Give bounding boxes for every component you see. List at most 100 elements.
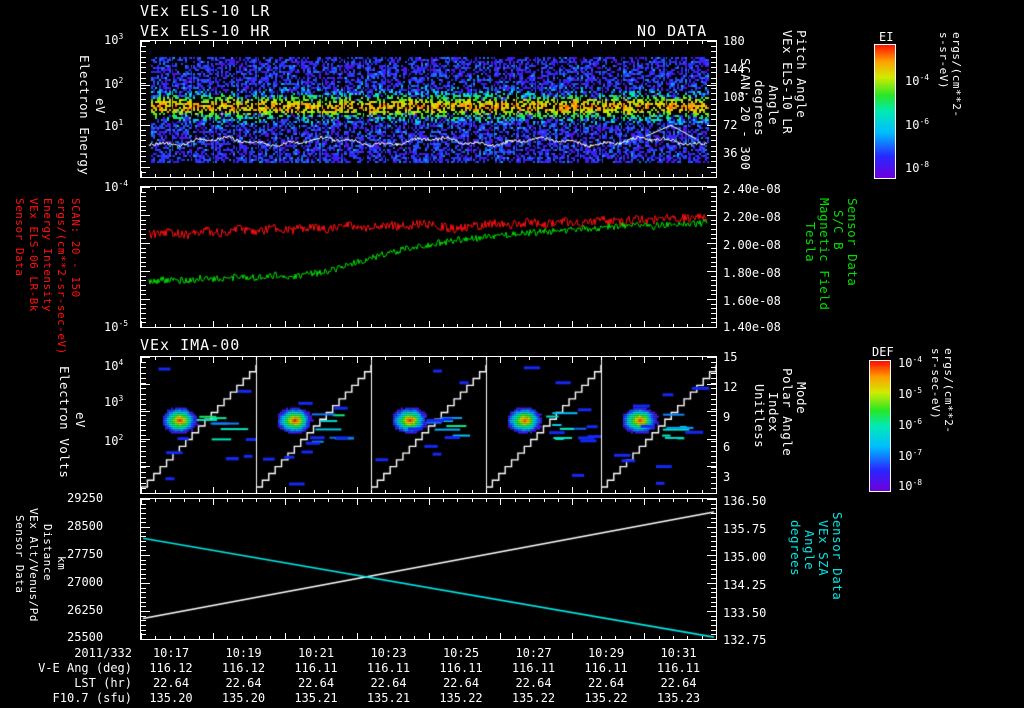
axis-tick [711, 588, 716, 589]
axis-tick [711, 639, 716, 640]
panel4-rtick-4: 133.50 [723, 606, 767, 620]
axis-tick [630, 357, 631, 360]
panel3-ylabel-2: eV [73, 412, 88, 429]
axis-tick [472, 187, 473, 190]
axis-tick [687, 499, 688, 502]
axis-tick [342, 324, 343, 327]
panel4-plot[interactable] [140, 498, 717, 640]
axis-tick [141, 499, 150, 500]
axis-tick [716, 171, 717, 177]
axis-tick [711, 592, 716, 593]
axis-tick [314, 187, 315, 190]
axis-tick [711, 578, 716, 579]
axis-tick [155, 636, 156, 639]
axis-tick [141, 51, 146, 52]
axis-tick [314, 499, 315, 502]
panel1-ytick-1: 101 [104, 118, 124, 133]
axis-tick [558, 174, 559, 177]
axis-tick [711, 472, 716, 473]
axis-tick [711, 280, 716, 281]
axis-tick [141, 304, 146, 305]
no-data-label: NO DATA [637, 22, 708, 40]
axis-tick [711, 518, 716, 519]
axis-tick [500, 490, 501, 493]
axis-tick [141, 290, 146, 291]
axis-tick [141, 266, 146, 267]
axis-tick [141, 439, 150, 440]
panel4-rlabel-3: Angle [802, 530, 817, 571]
axis-tick [711, 308, 716, 309]
bottom-row-label-lst: LST (hr) [74, 676, 132, 690]
axis-tick [429, 41, 430, 44]
axis-tick [711, 104, 716, 105]
axis-tick [687, 187, 688, 190]
axis-tick [630, 636, 631, 639]
axis-tick [141, 602, 146, 603]
axis-tick [141, 546, 146, 547]
panel1-colorbar[interactable] [874, 44, 896, 179]
axis-tick [711, 378, 716, 379]
axis-tick [227, 174, 228, 177]
axis-tick [615, 490, 616, 493]
axis-tick [443, 41, 444, 44]
axis-tick [707, 411, 716, 412]
axis-tick [429, 324, 430, 327]
panel3-colorbar[interactable] [869, 360, 891, 492]
axis-tick [285, 41, 286, 44]
axis-tick [707, 611, 716, 612]
axis-tick [141, 130, 146, 131]
axis-tick [707, 299, 716, 300]
axis-tick [707, 384, 716, 385]
axis-tick [429, 41, 430, 47]
axis-tick [630, 499, 631, 502]
axis-tick [141, 299, 150, 300]
axis-tick [707, 639, 716, 640]
panel3-cb-tick-6: 10-6 [898, 417, 923, 432]
panel1-cb-tick-6: 10-6 [905, 117, 930, 132]
axis-tick [687, 357, 688, 360]
panel2-ytick-top: 10-4 [104, 179, 129, 194]
axis-tick [711, 451, 716, 452]
axis-tick [558, 187, 559, 190]
axis-tick [357, 499, 358, 502]
axis-tick [155, 324, 156, 327]
axis-tick [213, 499, 214, 505]
axis-tick [673, 636, 674, 639]
axis-tick [270, 357, 271, 360]
panel3-plot[interactable] [140, 356, 717, 494]
axis-tick [711, 574, 716, 575]
axis-tick [544, 490, 545, 493]
axis-tick [572, 41, 573, 47]
axis-tick [227, 41, 228, 44]
axis-tick [141, 611, 150, 612]
panel3-colorbar-unit: ergs/(cm**2-sr-sec-eV) [929, 348, 955, 434]
axis-tick [711, 569, 716, 570]
axis-tick [711, 119, 716, 120]
panel3-rtick-6: 6 [723, 440, 731, 454]
axis-tick [141, 294, 146, 295]
axis-tick [328, 187, 329, 190]
axis-tick [615, 174, 616, 177]
axis-tick [141, 488, 146, 489]
axis-tick [141, 67, 146, 68]
axis-tick [500, 41, 501, 44]
axis-tick [357, 499, 358, 505]
axis-tick [270, 174, 271, 177]
axis-tick [141, 119, 146, 120]
axis-tick [213, 357, 214, 360]
panel1-plot[interactable] [140, 40, 717, 178]
axis-tick [141, 639, 150, 640]
bottom-cell-time-6: 10:29 [587, 646, 625, 660]
axis-tick [285, 636, 286, 639]
axis-tick [141, 224, 146, 225]
axis-tick [371, 187, 372, 190]
axis-tick [687, 636, 688, 639]
panel2-plot[interactable] [140, 186, 717, 328]
axis-tick [429, 187, 430, 193]
axis-tick [199, 41, 200, 44]
axis-tick [141, 257, 146, 258]
panel2-rtick-3: 1.80e-08 [723, 266, 781, 280]
panel3-rlabel-4: Unitless [752, 384, 767, 449]
axis-tick [141, 527, 150, 528]
axis-tick [285, 187, 286, 193]
